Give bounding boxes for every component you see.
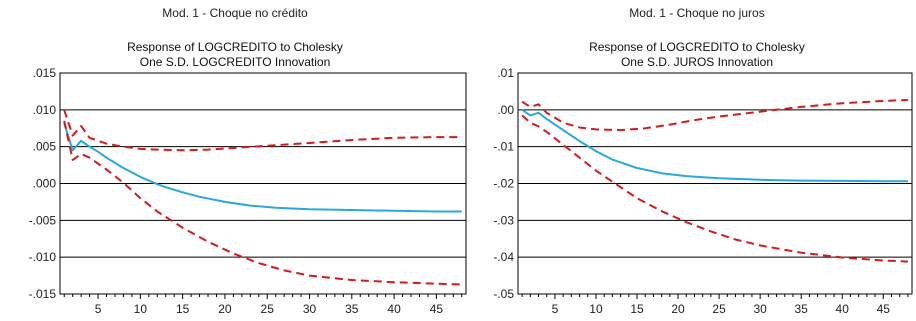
y-tick-label: -.01: [493, 140, 514, 154]
chart-title-line1: Response of LOGCREDITO to Cholesky: [127, 40, 343, 54]
x-tick-label: 45: [877, 302, 891, 316]
x-tick-label: 30: [303, 302, 317, 316]
x-tick-label: 30: [753, 302, 767, 316]
y-tick-label: .010: [33, 103, 57, 117]
impulse-response-line: [521, 108, 908, 183]
x-tick-label: 40: [387, 302, 401, 316]
x-tick-label: 35: [345, 302, 359, 316]
y-tick-label: -.03: [493, 213, 514, 227]
upper-confidence-band: [63, 109, 462, 152]
irf-panel-credit-shock: Mod. 1 - Choque no crédito Response of L…: [0, 6, 470, 316]
impulse-response-line: [63, 122, 462, 213]
y-tick-label: -.05: [493, 287, 514, 301]
x-tick-label: 20: [218, 302, 232, 316]
y-tick-label: -.010: [29, 250, 57, 264]
y-tick-label: -.015: [29, 287, 57, 301]
irf-chart-interest-shock: .01 .00 -.01 -.02 -.03 -.04 -.05 5 10 15 20 25 30 35 4…: [493, 66, 913, 316]
x-tick-label: 35: [795, 302, 809, 316]
panel-heading: Mod. 1 - Choque no crédito: [162, 6, 308, 20]
chart-title-line1: Response of LOGCREDITO to Cholesky: [589, 40, 805, 54]
x-tick-label: 15: [176, 302, 190, 316]
x-tick-label: 10: [589, 302, 603, 316]
lower-confidence-band: [63, 120, 462, 286]
chart-title-line2: One S.D. JUROS Innovation: [620, 55, 774, 69]
panel-heading: Mod. 1 - Choque no juros: [629, 6, 765, 20]
x-tick-label: 5: [95, 302, 102, 316]
y-tick-label: -.02: [493, 177, 514, 191]
chart-title: Response of LOGCREDITO to Cholesky One S…: [478, 40, 916, 70]
lower-confidence-band: [521, 114, 908, 263]
x-tick-label: 15: [630, 302, 644, 316]
y-tick-label: -.04: [493, 250, 514, 264]
x-tick-label: 40: [836, 302, 850, 316]
plot-frame: [59, 72, 467, 295]
y-tick-label: .015: [33, 66, 57, 80]
plot-frame: [517, 72, 913, 295]
x-tick-label: 5: [552, 302, 559, 316]
y-tick-label: -.005: [29, 213, 57, 227]
x-tick-label: 10: [134, 302, 148, 316]
x-tick-label: 45: [430, 302, 444, 316]
y-tick-label: .00: [497, 103, 514, 117]
x-tick-label: 25: [261, 302, 275, 316]
irf-chart-credit-shock: .015 .010 .005 .000 -.005 -.010 -.015 5 10 15 20 25…: [29, 66, 467, 316]
y-tick-label: .005: [33, 140, 57, 154]
upper-confidence-band: [521, 98, 908, 132]
y-tick-label: .000: [33, 177, 57, 191]
irf-panel-interest-shock: Mod. 1 - Choque no juros Response of LOG…: [478, 0, 916, 321]
chart-title-line2: One S.D. LOGCREDITO Innovation: [139, 55, 331, 69]
x-tick-label: 25: [712, 302, 726, 316]
y-tick-label: .01: [497, 66, 514, 80]
x-tick-label: 20: [671, 302, 685, 316]
chart-title: Response of LOGCREDITO to Cholesky One S…: [0, 40, 470, 70]
